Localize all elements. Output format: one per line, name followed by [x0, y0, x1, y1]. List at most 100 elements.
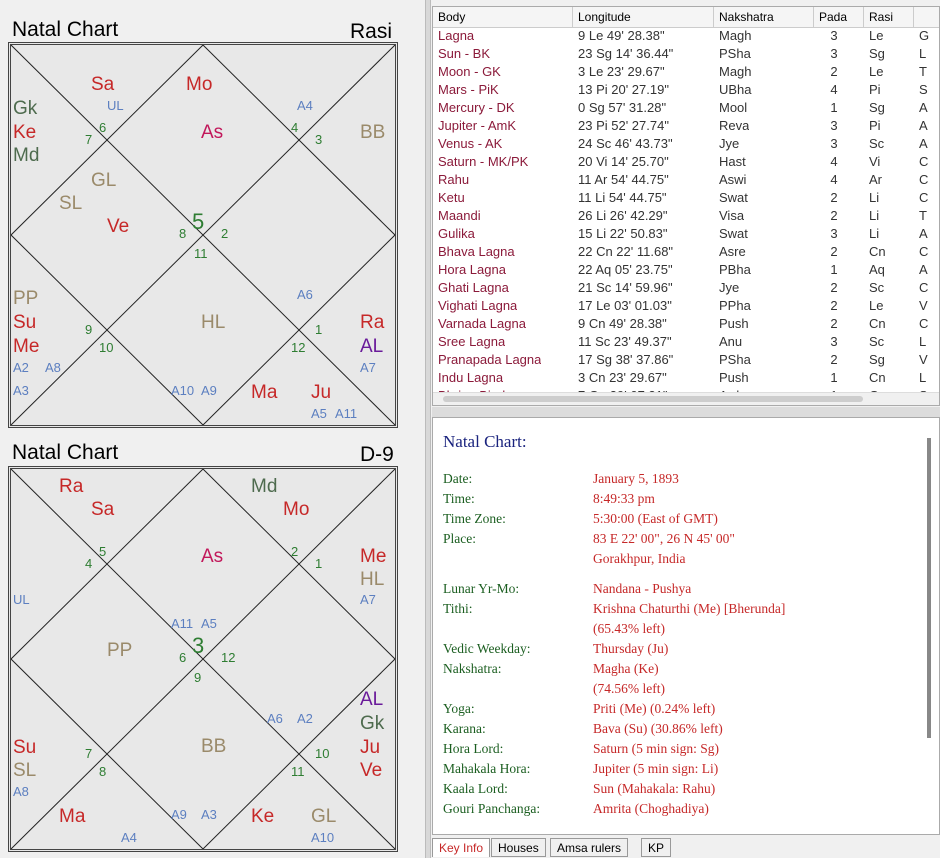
vertical-splitter[interactable]: [425, 0, 431, 858]
planet-label[interactable]: HL: [201, 312, 226, 333]
planet-label[interactable]: A9: [201, 383, 217, 398]
planet-label[interactable]: A10: [171, 383, 195, 398]
column-header[interactable]: Longitude: [573, 7, 714, 27]
vertical-scrollbar[interactable]: [927, 438, 931, 738]
planet-label[interactable]: A6: [297, 287, 313, 302]
planet-label[interactable]: Ju: [360, 737, 381, 758]
planet-label[interactable]: Md: [13, 145, 40, 166]
planet-label[interactable]: SL: [13, 760, 37, 781]
column-header[interactable]: Rasi: [864, 7, 914, 27]
planet-label[interactable]: Sa: [91, 499, 115, 520]
planet-label[interactable]: PP: [13, 288, 39, 309]
planet-label[interactable]: A5: [311, 406, 327, 421]
planet-label[interactable]: A5: [201, 616, 217, 631]
planet-label[interactable]: PP: [107, 640, 133, 661]
planet-label[interactable]: Ra: [59, 476, 84, 497]
table-row[interactable]: Mercury - DK 0 Sg 57' 31.28" Mool 1 Sg A: [433, 99, 939, 117]
column-header[interactable]: Nakshatra: [714, 7, 814, 27]
table-row[interactable]: Lagna 9 Le 49' 28.38" Magh 3 Le G: [433, 27, 939, 45]
planet-label[interactable]: A7: [360, 592, 376, 607]
table-row[interactable]: Varnada Lagna 9 Cn 49' 28.38" Push 2 Cn C: [433, 315, 939, 333]
table-row[interactable]: Saturn - MK/PK 20 Vi 14' 25.70" Hast 4 Vi C: [433, 153, 939, 171]
d9-chart[interactable]: Ra Sa Md Mo As Me HL A7 UL A11 A5 PP AL Gk Ju Ve A6 A2 BB S…: [8, 466, 398, 852]
planet-label[interactable]: A2: [13, 360, 29, 375]
planet-label[interactable]: A11: [171, 616, 194, 631]
planet-label[interactable]: BB: [360, 122, 386, 143]
table-row[interactable]: Hora Lagna 22 Aq 05' 23.75" PBha 1 Aq A: [433, 261, 939, 279]
planet-label[interactable]: A8: [13, 784, 29, 799]
planet-label[interactable]: SL: [59, 193, 83, 214]
planet-label[interactable]: Ke: [13, 122, 37, 143]
column-header[interactable]: [914, 7, 939, 27]
planet-label[interactable]: UL: [13, 592, 30, 607]
planet-label[interactable]: Su: [13, 737, 37, 758]
scroll-thumb[interactable]: [443, 396, 863, 402]
planet-label[interactable]: Md: [251, 476, 278, 497]
planet-label[interactable]: Su: [13, 312, 37, 333]
table-cell: Mool: [719, 100, 748, 115]
table-row[interactable]: Bhava Lagna 22 Cn 22' 11.68" Asre 2 Cn C: [433, 243, 939, 261]
tab-houses[interactable]: Houses: [491, 838, 546, 857]
table-row[interactable]: Gulika 15 Li 22' 50.83" Swat 3 Li A: [433, 225, 939, 243]
planet-label[interactable]: A10: [311, 830, 335, 845]
table-row[interactable]: Pranapada Lagna 17 Sg 38' 37.86" PSha 2 Sg V: [433, 351, 939, 369]
info-value: (74.56% left): [593, 681, 665, 696]
planet-label[interactable]: A3: [201, 807, 217, 822]
table-row[interactable]: Jupiter - AmK 23 Pi 52' 27.74" Reva 3 Pi A: [433, 117, 939, 135]
table-row[interactable]: Venus - AK 24 Sc 46' 43.73" Jye 3 Sc A: [433, 135, 939, 153]
table-row[interactable]: Rahu 11 Ar 54' 44.75" Aswi 4 Ar C: [433, 171, 939, 189]
column-header[interactable]: Body: [433, 7, 573, 27]
planet-label[interactable]: A2: [297, 711, 313, 726]
table-row[interactable]: Mars - PiK 13 Pi 20' 27.19" UBha 4 Pi S: [433, 81, 939, 99]
planet-label[interactable]: Ve: [360, 760, 383, 781]
planet-label[interactable]: A4: [297, 98, 313, 113]
table-row[interactable]: Moon - GK 3 Le 23' 29.67" Magh 2 Le T: [433, 63, 939, 81]
tab-key-info[interactable]: Key Info: [432, 838, 491, 857]
planet-label[interactable]: A11: [335, 406, 358, 421]
table-cell: Maandi: [438, 208, 481, 223]
planet-label[interactable]: Mo: [186, 74, 213, 95]
planet-label[interactable]: AL: [360, 689, 384, 710]
planet-label[interactable]: Sa: [91, 74, 115, 95]
planet-label[interactable]: GL: [311, 806, 337, 827]
planet-label[interactable]: A7: [360, 360, 376, 375]
tab-kp[interactable]: KP: [641, 838, 672, 857]
planet-label[interactable]: Mo: [283, 499, 310, 520]
planet-label[interactable]: As: [201, 122, 224, 143]
planet-label[interactable]: A4: [121, 830, 137, 845]
planet-label[interactable]: A6: [267, 711, 283, 726]
tab-amsa-rulers[interactable]: Amsa rulers: [550, 838, 629, 857]
planet-label[interactable]: Ke: [251, 806, 275, 827]
planet-label[interactable]: Ra: [360, 312, 385, 333]
horizontal-splitter[interactable]: [432, 407, 940, 417]
planet-label[interactable]: GL: [91, 170, 117, 191]
table-row[interactable]: Maandi 26 Li 26' 42.29" Visa 2 Li T: [433, 207, 939, 225]
table-row[interactable]: Sun - BK 23 Sg 14' 36.44" PSha 3 Sg L: [433, 45, 939, 63]
planet-label[interactable]: Gk: [13, 98, 38, 119]
planet-label[interactable]: Gk: [360, 713, 385, 734]
planet-label[interactable]: A8: [45, 360, 61, 375]
table-row[interactable]: Vighati Lagna 17 Le 03' 01.03" PPha 2 Le V: [433, 297, 939, 315]
planet-label[interactable]: Ma: [59, 806, 86, 827]
table-row[interactable]: Indu Lagna 3 Cn 23' 29.67" Push 1 Cn L: [433, 369, 939, 387]
planet-label[interactable]: A3: [13, 383, 29, 398]
column-header[interactable]: Pada: [814, 7, 864, 27]
planet-label[interactable]: Ma: [251, 382, 278, 403]
table-row[interactable]: Ghati Lagna 21 Sc 14' 59.96" Jye 2 Sc C: [433, 279, 939, 297]
planet-label[interactable]: Ve: [107, 216, 130, 237]
planet-label[interactable]: Ju: [311, 382, 332, 403]
table-row[interactable]: Sree Lagna 11 Sc 23' 49.37" Anu 3 Sc L: [433, 333, 939, 351]
planet-label[interactable]: Me: [360, 546, 387, 567]
positions-table[interactable]: Body Longitude Nakshatra Pada Rasi Lagna…: [432, 6, 940, 406]
table-row[interactable]: Ketu 11 Li 54' 44.75" Swat 2 Li C: [433, 189, 939, 207]
table-cell: C: [919, 244, 929, 259]
horizontal-scrollbar[interactable]: [433, 392, 939, 405]
planet-label[interactable]: AL: [360, 336, 384, 357]
planet-label[interactable]: Me: [13, 336, 40, 357]
planet-label[interactable]: As: [201, 546, 224, 567]
planet-label[interactable]: A9: [171, 807, 187, 822]
planet-label[interactable]: BB: [201, 736, 227, 757]
planet-label[interactable]: HL: [360, 569, 385, 590]
rasi-chart[interactable]: Sa Mo UL Gk Ke Md As A4 BB GL SL Ve PP Su Me A2 A8 A3 HL A6…: [8, 42, 398, 428]
planet-label[interactable]: UL: [107, 98, 124, 113]
